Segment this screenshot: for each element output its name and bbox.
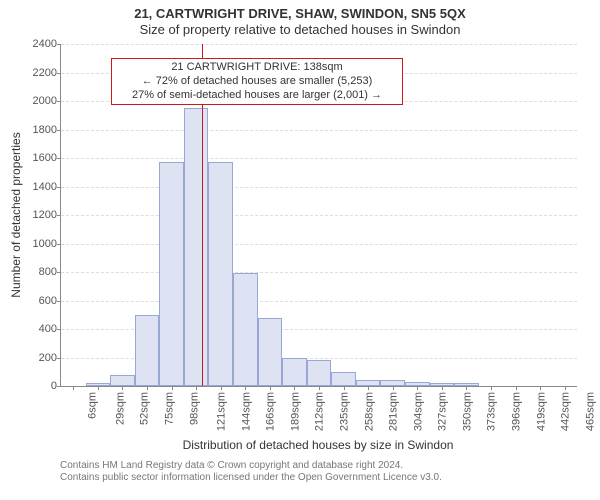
histogram-bar: [159, 162, 184, 386]
x-tick-mark: [368, 386, 369, 390]
grid-line: [61, 187, 577, 188]
x-tick-mark: [417, 386, 418, 390]
x-tick-label: 52sqm: [139, 392, 151, 425]
x-tick-label: 350sqm: [461, 392, 473, 431]
annotation-box: 21 CARTWRIGHT DRIVE: 138sqm← 72% of deta…: [111, 58, 403, 105]
grid-line: [61, 272, 577, 273]
x-tick-label: 212sqm: [314, 392, 326, 431]
y-tick-label: 200: [39, 352, 57, 364]
x-tick-mark: [270, 386, 271, 390]
y-tick-mark: [57, 44, 61, 45]
x-tick-mark: [73, 386, 74, 390]
annotation-line-1: 21 CARTWRIGHT DRIVE: 138sqm: [118, 61, 396, 75]
y-tick-mark: [57, 244, 61, 245]
x-tick-mark: [294, 386, 295, 390]
y-tick-label: 800: [39, 266, 57, 278]
y-tick-mark: [57, 386, 61, 387]
y-tick-label: 2200: [33, 67, 57, 79]
grid-line: [61, 44, 577, 45]
histogram-bar: [331, 372, 356, 386]
histogram-bar: [135, 315, 160, 386]
x-tick-label: 75sqm: [164, 392, 176, 425]
y-tick-label: 1800: [33, 124, 57, 136]
histogram-bar: [110, 375, 135, 386]
plot-area: 0200400600800100012001400160018002000220…: [60, 44, 577, 387]
y-tick-mark: [57, 358, 61, 359]
y-tick-label: 1200: [33, 209, 57, 221]
x-tick-mark: [98, 386, 99, 390]
x-tick-mark: [147, 386, 148, 390]
x-tick-mark: [319, 386, 320, 390]
x-tick-label: 281sqm: [388, 392, 400, 431]
x-tick-label: 144sqm: [240, 392, 252, 431]
grid-line: [61, 244, 577, 245]
annotation-line-3: 27% of semi-detached houses are larger (…: [118, 89, 396, 103]
y-tick-label: 2000: [33, 95, 57, 107]
x-tick-mark: [122, 386, 123, 390]
y-tick-label: 1600: [33, 152, 57, 164]
x-tick-label: 419sqm: [535, 392, 547, 431]
x-tick-label: 258sqm: [363, 392, 375, 431]
histogram-bar: [208, 162, 233, 386]
x-tick-label: 304sqm: [412, 392, 424, 431]
y-tick-label: 0: [51, 380, 57, 392]
x-tick-mark: [540, 386, 541, 390]
x-tick-label: 442sqm: [560, 392, 572, 431]
title-line-2: Size of property relative to detached ho…: [0, 22, 600, 38]
x-axis-label: Distribution of detached houses by size …: [183, 438, 454, 452]
x-tick-label: 396sqm: [511, 392, 523, 431]
title-line-1: 21, CARTWRIGHT DRIVE, SHAW, SWINDON, SN5…: [0, 0, 600, 22]
histogram-bar: [258, 318, 283, 386]
y-tick-label: 1400: [33, 181, 57, 193]
grid-line: [61, 158, 577, 159]
y-tick-mark: [57, 187, 61, 188]
x-tick-mark: [196, 386, 197, 390]
x-tick-mark: [221, 386, 222, 390]
x-tick-label: 98sqm: [188, 392, 200, 425]
x-tick-mark: [466, 386, 467, 390]
y-tick-mark: [57, 130, 61, 131]
y-axis-label: Number of detached properties: [9, 132, 23, 297]
chart-container: 21, CARTWRIGHT DRIVE, SHAW, SWINDON, SN5…: [0, 0, 600, 500]
y-tick-mark: [57, 301, 61, 302]
y-tick-mark: [57, 329, 61, 330]
x-tick-label: 373sqm: [486, 392, 498, 431]
y-tick-mark: [57, 215, 61, 216]
histogram-bar: [233, 273, 258, 386]
x-tick-label: 189sqm: [289, 392, 301, 431]
y-tick-mark: [57, 272, 61, 273]
y-tick-mark: [57, 158, 61, 159]
footer-line-1: Contains HM Land Registry data © Crown c…: [60, 460, 442, 472]
y-tick-label: 1000: [33, 238, 57, 250]
histogram-bar: [184, 108, 209, 386]
x-tick-label: 465sqm: [584, 392, 596, 431]
footer-line-2: Contains public sector information licen…: [60, 472, 442, 484]
y-tick-label: 400: [39, 323, 57, 335]
y-tick-label: 2400: [33, 38, 57, 50]
x-tick-mark: [245, 386, 246, 390]
x-tick-label: 327sqm: [437, 392, 449, 431]
y-tick-label: 600: [39, 295, 57, 307]
x-tick-mark: [491, 386, 492, 390]
histogram-bar: [282, 358, 307, 387]
annotation-line-2: ← 72% of detached houses are smaller (5,…: [118, 75, 396, 89]
x-tick-label: 29sqm: [114, 392, 126, 425]
x-tick-mark: [442, 386, 443, 390]
x-tick-mark: [172, 386, 173, 390]
y-tick-mark: [57, 101, 61, 102]
y-tick-mark: [57, 73, 61, 74]
grid-line: [61, 215, 577, 216]
grid-line: [61, 130, 577, 131]
footer-attribution: Contains HM Land Registry data © Crown c…: [60, 460, 442, 484]
x-tick-label: 121sqm: [216, 392, 228, 431]
x-tick-mark: [393, 386, 394, 390]
x-tick-label: 235sqm: [339, 392, 351, 431]
x-tick-label: 6sqm: [87, 392, 99, 419]
x-tick-label: 166sqm: [265, 392, 277, 431]
grid-line: [61, 301, 577, 302]
histogram-bar: [307, 360, 332, 386]
x-tick-mark: [344, 386, 345, 390]
x-tick-mark: [516, 386, 517, 390]
x-tick-mark: [565, 386, 566, 390]
